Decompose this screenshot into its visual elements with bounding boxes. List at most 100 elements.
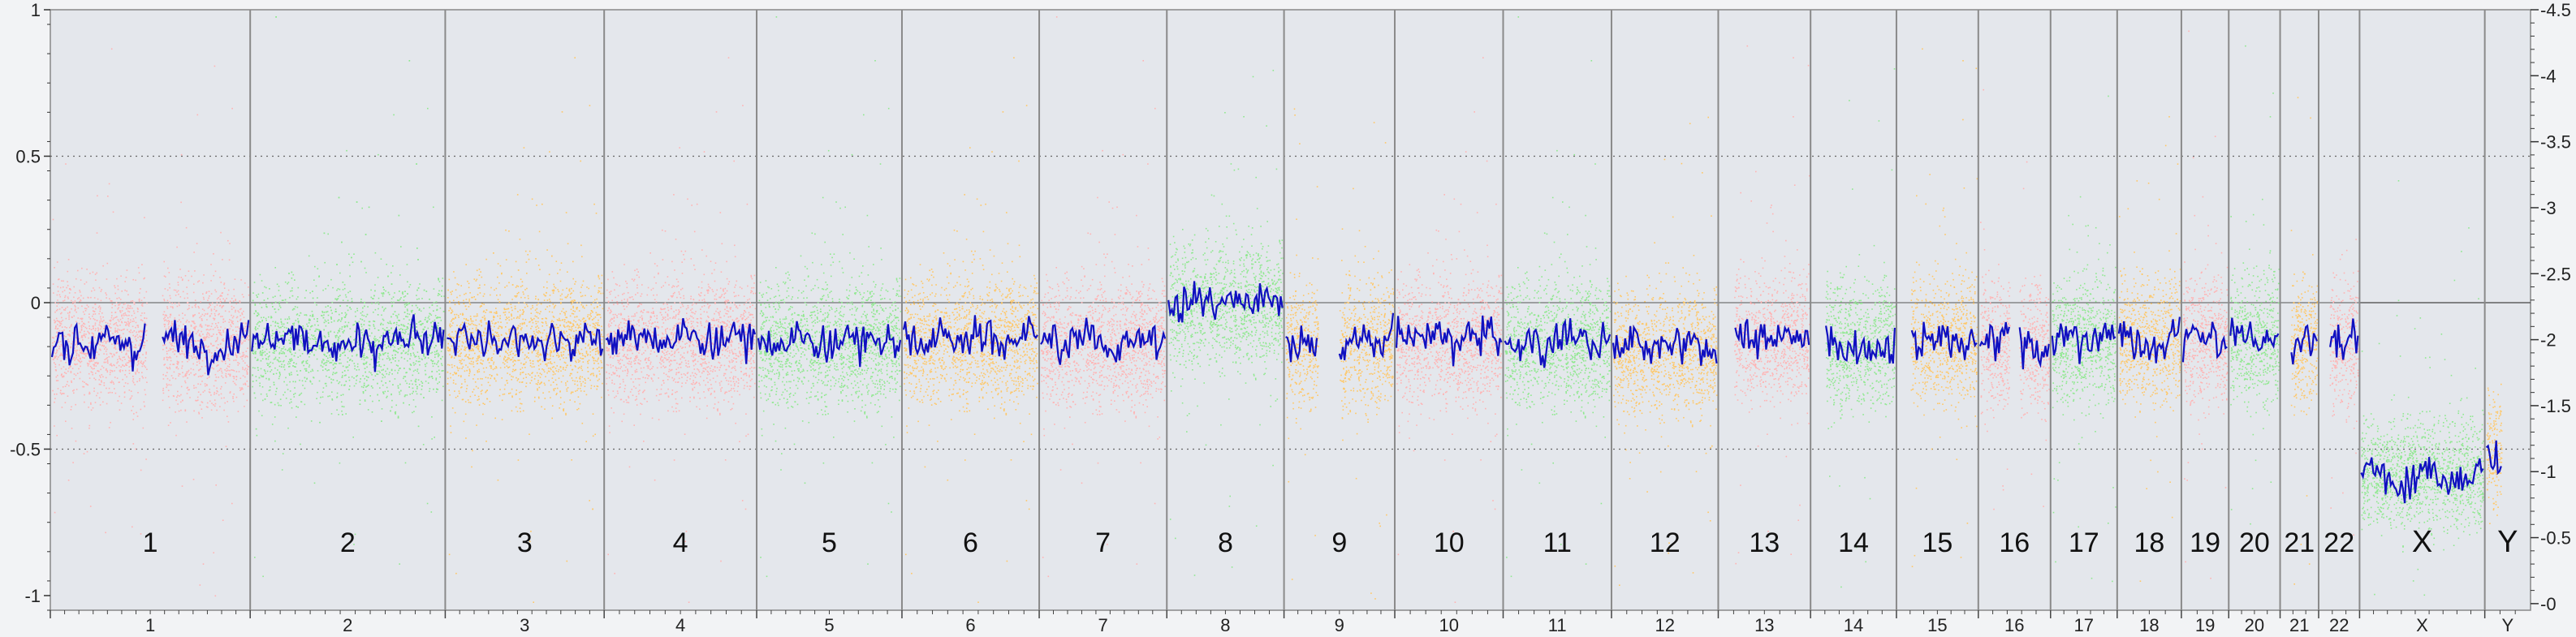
point bbox=[103, 385, 106, 386]
point bbox=[507, 349, 510, 351]
point bbox=[191, 275, 192, 278]
point bbox=[333, 368, 334, 370]
point bbox=[510, 327, 512, 329]
point bbox=[165, 319, 166, 321]
point bbox=[550, 363, 553, 364]
point bbox=[427, 357, 429, 359]
point bbox=[65, 356, 67, 359]
point bbox=[449, 340, 451, 342]
point bbox=[331, 399, 334, 401]
point bbox=[166, 367, 168, 368]
point bbox=[55, 353, 57, 355]
point bbox=[242, 375, 244, 377]
point bbox=[261, 320, 263, 322]
point bbox=[217, 337, 218, 338]
point bbox=[177, 284, 179, 286]
point bbox=[551, 405, 554, 407]
point bbox=[123, 365, 125, 367]
point bbox=[115, 330, 118, 332]
point bbox=[408, 303, 410, 304]
point bbox=[262, 575, 264, 578]
point bbox=[118, 297, 120, 299]
point bbox=[145, 291, 148, 293]
point bbox=[487, 377, 489, 379]
point bbox=[108, 338, 110, 340]
point bbox=[322, 340, 324, 342]
point bbox=[412, 370, 415, 372]
point bbox=[175, 355, 178, 358]
point bbox=[233, 295, 235, 297]
point bbox=[448, 278, 451, 281]
point bbox=[235, 303, 238, 304]
point bbox=[84, 326, 87, 329]
point bbox=[330, 381, 333, 384]
point bbox=[174, 317, 176, 319]
point bbox=[454, 303, 456, 306]
point bbox=[199, 325, 201, 327]
point bbox=[451, 355, 453, 357]
point bbox=[177, 339, 179, 341]
point bbox=[71, 324, 72, 325]
point bbox=[261, 376, 263, 377]
point bbox=[389, 381, 390, 382]
point bbox=[404, 329, 406, 331]
point bbox=[434, 319, 436, 321]
point bbox=[216, 390, 218, 392]
point bbox=[340, 362, 342, 364]
point bbox=[219, 406, 221, 407]
point bbox=[217, 390, 218, 393]
point bbox=[293, 308, 296, 310]
point bbox=[390, 322, 391, 324]
point bbox=[182, 372, 183, 373]
point bbox=[216, 334, 218, 335]
point bbox=[413, 411, 415, 412]
point bbox=[314, 302, 316, 303]
point bbox=[290, 341, 291, 342]
point bbox=[277, 402, 279, 404]
point bbox=[419, 335, 421, 338]
point bbox=[455, 572, 457, 575]
point bbox=[407, 310, 408, 312]
point bbox=[340, 401, 343, 403]
point bbox=[212, 329, 214, 330]
point bbox=[304, 368, 306, 370]
point bbox=[356, 379, 357, 381]
point bbox=[162, 390, 164, 391]
point bbox=[433, 302, 435, 303]
point bbox=[585, 441, 587, 442]
point bbox=[188, 335, 190, 337]
point bbox=[287, 363, 289, 365]
point bbox=[429, 388, 431, 390]
point bbox=[255, 310, 257, 312]
point bbox=[313, 348, 315, 350]
point bbox=[417, 379, 420, 381]
point bbox=[226, 370, 227, 372]
point bbox=[429, 334, 430, 336]
point bbox=[116, 351, 118, 354]
point bbox=[98, 383, 101, 385]
point bbox=[569, 315, 572, 317]
point bbox=[431, 337, 433, 338]
point bbox=[356, 363, 359, 365]
point bbox=[290, 342, 291, 344]
point bbox=[421, 381, 422, 383]
point bbox=[501, 377, 503, 379]
point bbox=[466, 325, 468, 328]
point bbox=[490, 325, 492, 327]
point bbox=[188, 304, 190, 307]
point bbox=[423, 308, 425, 309]
point bbox=[289, 296, 291, 299]
point bbox=[90, 296, 92, 299]
point bbox=[176, 246, 178, 248]
point bbox=[370, 372, 372, 374]
point bbox=[438, 294, 441, 295]
point bbox=[524, 346, 526, 347]
point bbox=[522, 318, 524, 321]
point bbox=[193, 315, 195, 316]
point bbox=[356, 376, 357, 377]
point bbox=[179, 354, 182, 355]
point bbox=[499, 294, 501, 296]
point bbox=[278, 365, 281, 368]
point bbox=[189, 346, 191, 349]
point bbox=[537, 312, 539, 314]
